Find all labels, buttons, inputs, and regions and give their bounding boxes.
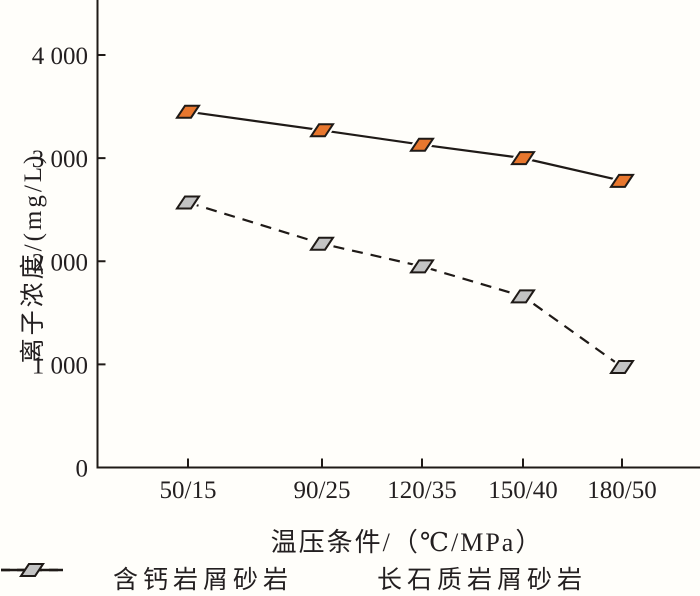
svg-text:150/40: 150/40 xyxy=(488,477,557,504)
svg-text:3 000: 3 000 xyxy=(32,146,88,173)
svg-text:4 000: 4 000 xyxy=(32,43,88,70)
svg-text:90/25: 90/25 xyxy=(294,477,351,504)
svg-text:180/50: 180/50 xyxy=(587,477,656,504)
legend: 含钙岩屑砂岩 长石质岩屑砂岩 xyxy=(0,560,700,596)
y-axis-title: 离子浓度/(mg/L) xyxy=(20,152,47,364)
legend-label: 长石质岩屑砂岩 xyxy=(377,567,588,594)
svg-text:50/15: 50/15 xyxy=(160,477,217,504)
x-axis-title: 温压条件/（℃/MPa） xyxy=(270,528,544,557)
legend-label: 含钙岩屑砂岩 xyxy=(112,567,293,594)
svg-text:120/35: 120/35 xyxy=(387,477,456,504)
legend-marker-dashed-line-icon xyxy=(1,563,63,577)
legend-item-calcareous: 含钙岩屑砂岩 xyxy=(1,560,293,596)
svg-text:0: 0 xyxy=(76,456,89,483)
legend-item-feldspathic: 长石质岩屑砂岩 xyxy=(1,560,588,596)
svg-text:2 000: 2 000 xyxy=(32,249,88,276)
svg-text:1 000: 1 000 xyxy=(32,352,88,379)
